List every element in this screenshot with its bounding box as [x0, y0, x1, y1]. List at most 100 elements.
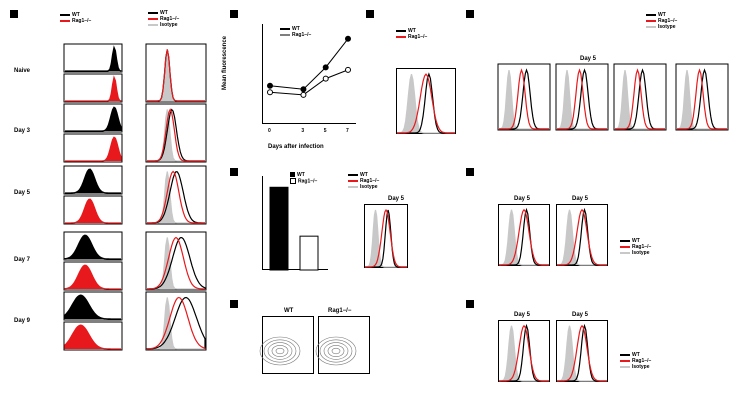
histogram-trace — [65, 45, 122, 72]
panel-c2-legend: WT Rag1−/− Isotype — [348, 172, 379, 190]
panel-a-overlay-box — [145, 43, 207, 103]
panel-f-legend: WT Rag1−/− Isotype — [620, 238, 651, 256]
legend-e-iso: Isotype — [646, 24, 677, 30]
histogram-trace — [147, 49, 205, 102]
legend-c2-wt: WT — [348, 172, 379, 178]
panel-b-point — [322, 64, 329, 71]
histogram-trace — [65, 106, 122, 132]
legend-c-wt: WT — [290, 172, 317, 178]
panel-a-right-legend: WT Rag1−/− Isotype — [148, 10, 179, 28]
panel-g-contour-line — [331, 347, 341, 355]
panel-b-point — [300, 91, 307, 98]
row-label-day3: Day 3 — [14, 128, 31, 134]
histogram-trace — [147, 237, 205, 290]
panel-g-title-1: WT — [284, 308, 294, 314]
panel-b-point — [345, 35, 351, 42]
legend-iso: Isotype — [148, 22, 179, 28]
histogram-trace — [64, 294, 121, 320]
legend-f-iso: Isotype — [620, 250, 651, 256]
row-label-day7: Day 7 — [14, 257, 31, 263]
panel-h-title-1: Day 5 — [514, 312, 531, 318]
panel-e-legend: WT Rag1−/− Isotype — [646, 12, 677, 30]
histogram-trace — [499, 324, 549, 382]
panel-g-contour-line — [263, 339, 297, 363]
panel-g-contour-line — [275, 347, 285, 355]
legend-h-iso: Isotype — [620, 364, 651, 370]
panel-c-legend: WT Rag1−/− — [290, 172, 317, 184]
panel-d-histogram — [396, 68, 456, 134]
histogram-trace — [499, 68, 549, 130]
legend-h-wt: WT — [620, 352, 651, 358]
legend-h-ko: Rag1−/− — [620, 358, 651, 364]
panel-b-xtick: 7 — [346, 128, 349, 134]
legend-ko: Rag1−/− — [60, 18, 91, 24]
histogram-trace — [147, 170, 205, 224]
panel-f-title-1: Day 5 — [514, 196, 531, 202]
panel-b-point — [300, 86, 307, 93]
legend-e-wt: WT — [646, 12, 677, 18]
panel-letter-d — [366, 10, 374, 18]
panel-g-title-2: Rag1−/− — [328, 308, 352, 314]
histogram-trace — [65, 198, 121, 224]
histogram-trace — [397, 73, 455, 134]
histogram-trace — [557, 209, 607, 266]
panel-g-contour-line — [327, 345, 345, 357]
histogram-trace — [499, 325, 549, 382]
panel-letter-f — [466, 168, 474, 176]
panel-f-title-2: Day 5 — [572, 196, 589, 202]
panel-g-contour-line — [315, 336, 357, 366]
panel-h-title-2: Day 5 — [572, 312, 589, 318]
histogram-trace — [64, 324, 121, 350]
histogram-trace — [64, 234, 121, 260]
panel-c-bar — [269, 186, 289, 271]
panel-b-axes — [262, 24, 356, 124]
histogram-trace — [147, 108, 205, 162]
histogram-trace — [65, 136, 122, 162]
histogram-trace — [557, 68, 607, 130]
panel-b-point — [267, 82, 273, 89]
legend-c2-ko: Rag1−/− — [348, 178, 379, 184]
panel-c-bar — [299, 235, 319, 271]
panel-b-point — [345, 66, 351, 73]
histogram-trace — [499, 208, 549, 266]
row-label-day9: Day 9 — [14, 318, 31, 324]
histogram-trace — [397, 73, 455, 134]
histogram-trace — [557, 208, 607, 266]
panel-g-contour-line — [319, 339, 353, 363]
histogram-trace — [557, 325, 607, 382]
panel-g-contour-line — [259, 336, 301, 366]
histogram-trace — [147, 297, 205, 350]
panel-d-legend: WT Rag1−/− — [396, 28, 427, 40]
legend-d-wt: WT — [396, 28, 427, 34]
histogram-trace — [365, 209, 407, 268]
legend-c2-iso: Isotype — [348, 184, 379, 190]
panel-a-legend: WT Rag1−/− — [60, 12, 91, 24]
panel-b-series-line — [269, 69, 349, 96]
panel-b-xlabel: Days after infection — [268, 144, 324, 150]
panel-a-overlay-box — [145, 231, 207, 291]
legend-e-ko: Rag1−/− — [646, 18, 677, 24]
legend-f-ko: Rag1−/− — [620, 244, 651, 250]
panel-letter-h — [466, 300, 474, 308]
panel-b-xtick: 5 — [324, 128, 327, 134]
legend-wt: WT — [60, 12, 91, 18]
histogram-trace — [499, 209, 549, 266]
panel-a-overlay-box — [145, 103, 207, 163]
legend-d-ko: Rag1−/− — [396, 34, 427, 40]
histogram-trace — [615, 68, 665, 130]
panel-b-legend: WT Rag1−/− — [280, 26, 311, 38]
row-label-naive: Naive — [14, 68, 31, 74]
histogram-trace — [146, 296, 206, 350]
panel-letter-c — [230, 168, 238, 176]
legend-b-ko: Rag1−/− — [280, 32, 311, 38]
legend-f-wt: WT — [620, 238, 651, 244]
histogram-trace — [365, 208, 407, 268]
panel-b-point — [322, 75, 329, 82]
legend-wt-2: WT — [148, 10, 179, 16]
panel-b-xtick: 0 — [268, 128, 271, 134]
histogram-trace — [65, 75, 122, 102]
histogram-trace — [65, 168, 121, 194]
